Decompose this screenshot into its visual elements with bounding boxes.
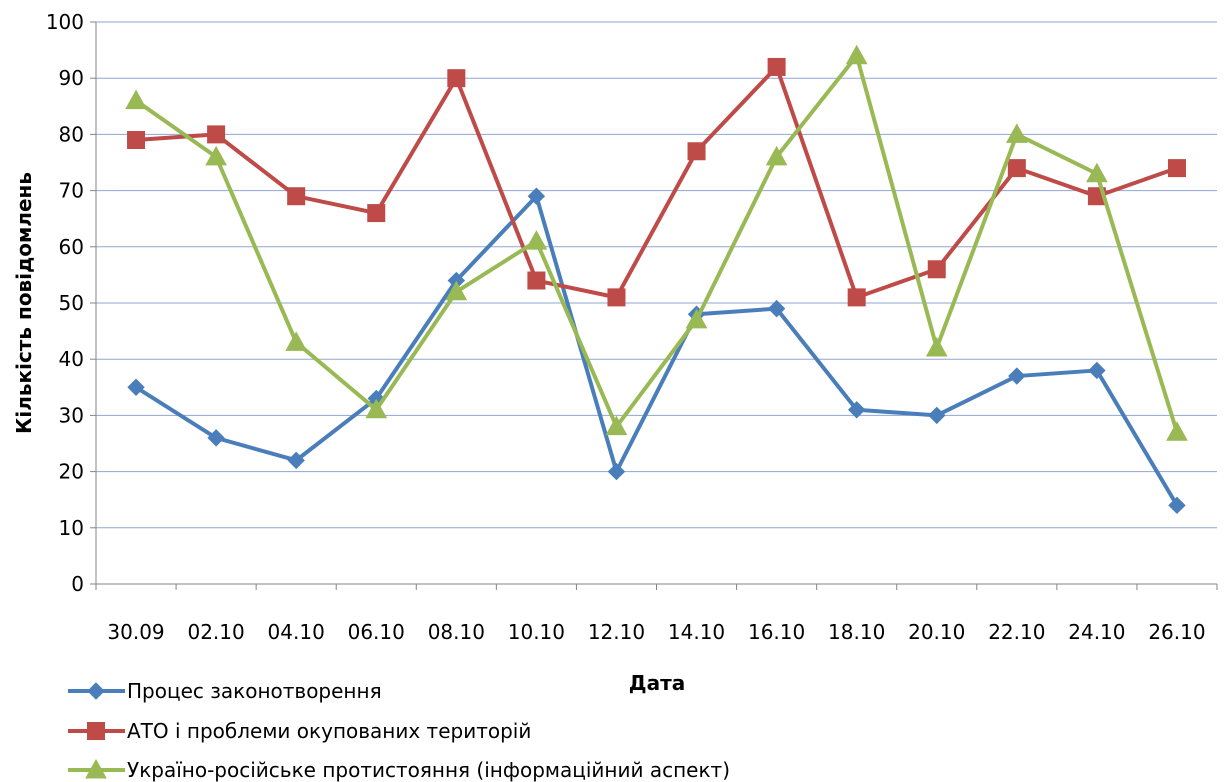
x-tick-label: 22.10: [988, 620, 1045, 644]
data-point: [1167, 159, 1186, 178]
x-tick-label: 18.10: [828, 620, 885, 644]
data-point: [205, 145, 227, 166]
data-point: [285, 331, 308, 351]
y-tick-label: 100: [46, 10, 84, 34]
legend-marker: [85, 758, 107, 779]
y-tick-label: 80: [59, 122, 84, 146]
x-tick-label: 04.10: [268, 620, 325, 644]
y-tick-label: 20: [59, 460, 84, 484]
legend-entry: Процес законотворення: [68, 679, 382, 703]
data-point: [847, 288, 866, 307]
y-tick-label: 30: [59, 403, 84, 427]
data-point: [925, 336, 948, 357]
x-tick-label: 24.10: [1068, 620, 1125, 644]
x-tick-label: 14.10: [668, 620, 725, 644]
data-point: [125, 89, 147, 110]
data-point: [685, 308, 708, 329]
y-tick-label: 50: [59, 291, 84, 315]
x-tick-labels: 30.09 02.10 04.10 06.10 08.10 10.10 12.10 14.10…: [107, 620, 1205, 644]
data-point: [928, 406, 946, 425]
series-2: [127, 57, 1186, 307]
x-tick-label: 16.10: [748, 620, 805, 644]
legend-marker: [87, 682, 105, 700]
data-point: [767, 299, 786, 318]
y-tick-label: 70: [59, 179, 84, 203]
data-point: [607, 288, 626, 307]
x-tick-label: 12.10: [588, 620, 645, 644]
data-point: [1008, 367, 1026, 385]
data-point: [845, 44, 868, 65]
x-tick-label: 26.10: [1148, 620, 1205, 644]
data-point: [765, 145, 788, 166]
y-tick-label: 0: [71, 572, 84, 596]
x-tick-label: 30.09: [107, 620, 164, 644]
data-point: [605, 415, 628, 436]
data-point: [367, 204, 386, 223]
y-tick-labels: 0 10 20 30 40 50 60 70 80 90 100: [46, 10, 84, 596]
x-tick-label: 08.10: [428, 620, 485, 644]
x-axis-title: Дата: [629, 671, 685, 695]
series-group: [125, 44, 1188, 515]
legend: Процес законотворення АТО і проблеми окуп…: [68, 679, 730, 782]
y-tick-label: 60: [59, 235, 84, 259]
data-point: [527, 187, 546, 205]
data-point: [287, 187, 306, 206]
data-point: [207, 125, 226, 144]
gridlines: [96, 21, 1217, 529]
legend-label: АТО і проблеми окупованих територій: [127, 719, 531, 743]
axes: [90, 21, 1218, 590]
legend-marker: [87, 722, 105, 740]
series-line: [135, 64, 1178, 300]
data-point: [365, 398, 388, 419]
data-point: [1005, 123, 1028, 143]
data-point: [847, 401, 866, 419]
series-3: [125, 44, 1188, 441]
legend-label: Процес законотворення: [127, 679, 382, 703]
data-point: [1007, 159, 1026, 178]
data-point: [1168, 496, 1186, 515]
legend-label: Україно-російське протистояння (інформац…: [127, 758, 730, 782]
data-point: [767, 57, 786, 76]
y-tick-label: 90: [59, 66, 84, 90]
data-point: [687, 142, 706, 161]
data-point: [445, 280, 468, 301]
data-point: [527, 271, 546, 290]
x-tick-label: 20.10: [908, 620, 965, 644]
series-1: [127, 187, 1186, 515]
data-point: [447, 69, 466, 88]
legend-entry: АТО і проблеми окупованих територій: [68, 719, 531, 743]
series-line: [134, 53, 1179, 433]
data-point: [927, 260, 946, 279]
data-point: [1086, 162, 1108, 183]
y-tick-label: 10: [59, 516, 84, 540]
x-tick-label: 06.10: [348, 620, 405, 644]
series-line: [134, 194, 1179, 507]
x-tick-label: 02.10: [187, 620, 244, 644]
data-point: [607, 462, 626, 481]
data-point: [127, 378, 145, 397]
data-point: [127, 131, 146, 150]
data-point: [207, 429, 225, 447]
y-tick-label: 40: [59, 347, 84, 371]
legend-entry: Україно-російське протистояння (інформац…: [68, 758, 730, 782]
data-point: [1166, 421, 1188, 441]
data-point: [1088, 361, 1106, 380]
x-tick-label: 10.10: [508, 620, 565, 644]
data-point: [525, 230, 548, 250]
data-point: [287, 451, 305, 470]
y-axis-title: Кількість повідомлень: [12, 172, 36, 434]
